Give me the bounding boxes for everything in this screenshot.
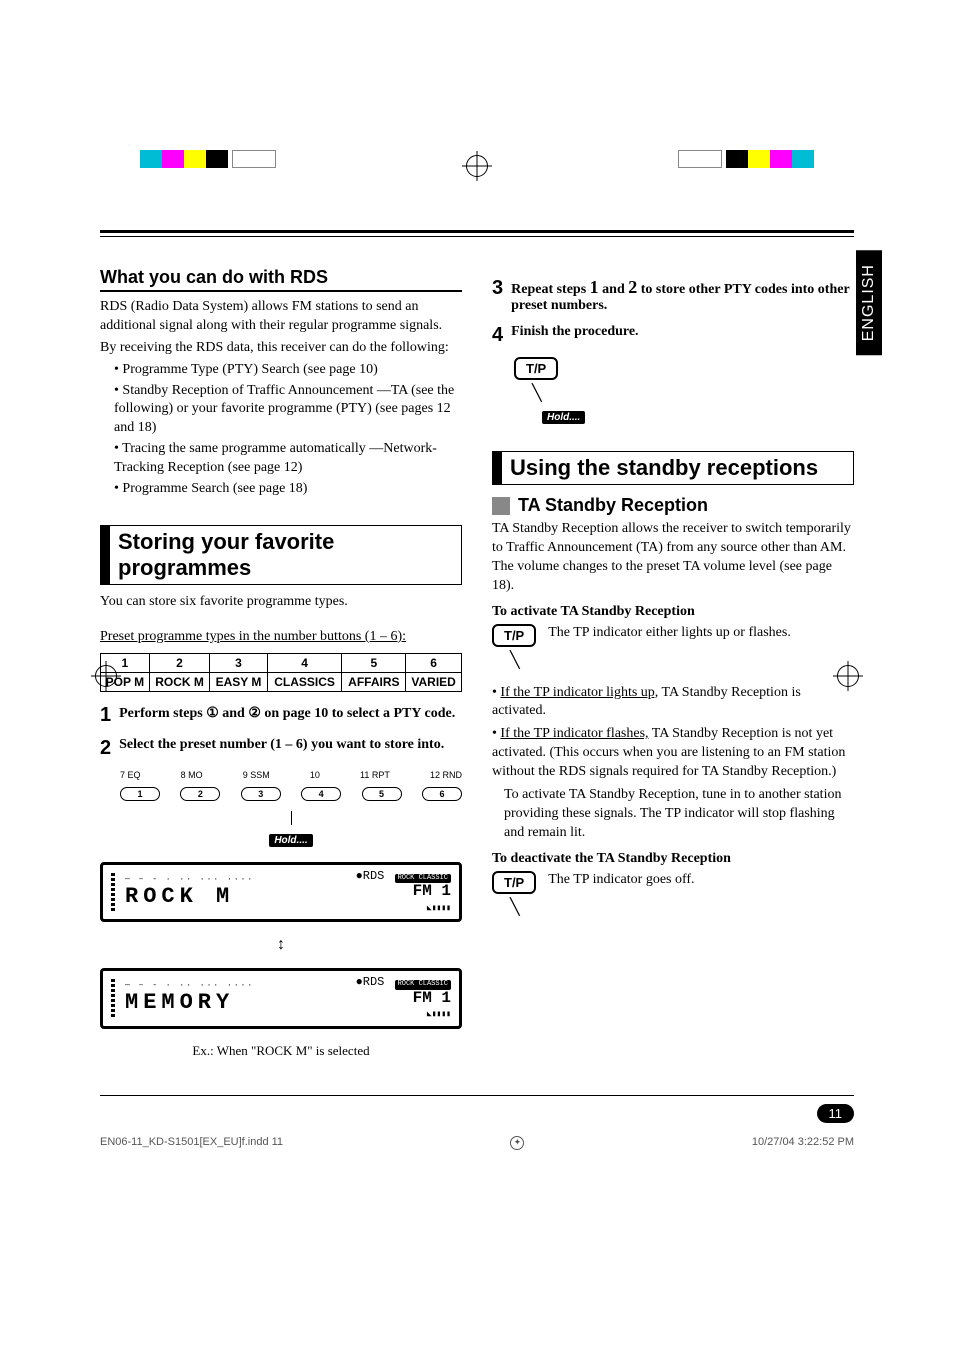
tp-button-3[interactable]: T/P bbox=[492, 871, 536, 894]
page-number: 11 bbox=[817, 1104, 855, 1123]
activate-side-text: The TP indicator either lights up or fla… bbox=[548, 624, 854, 643]
subheading-ta: TA Standby Reception bbox=[492, 495, 854, 516]
preset-table: 1 2 3 4 5 6 POP M ROCK M EASY M CLASSICS… bbox=[100, 653, 462, 692]
lcd-display-2: — – - · ·· ··· ···· MEMORY ●RDS ROCK CLA… bbox=[100, 968, 462, 1028]
preset-button-6[interactable]: 6 bbox=[422, 787, 462, 801]
rds-intro-1: RDS (Radio Data System) allows FM statio… bbox=[100, 298, 462, 336]
hold-tag-2: Hold.... bbox=[542, 411, 585, 424]
bullet-lightsup: • If the TP indicator lights up, TA Stan… bbox=[492, 684, 854, 722]
bullet-flashes: • If the TP indicator flashes, TA Standb… bbox=[492, 725, 854, 842]
step-3: 3 Repeat steps 1 and 2 to store other PT… bbox=[492, 277, 854, 314]
activate-heading: To activate TA Standby Reception bbox=[492, 604, 854, 620]
footer-left: EN06-11_KD-S1501[EX_EU]f.indd 11 bbox=[100, 1136, 283, 1150]
tp-button[interactable]: T/P bbox=[514, 357, 558, 380]
step-1: 1 Perform steps ① and ② on page 10 to se… bbox=[100, 704, 462, 727]
example-caption: Ex.: When "ROCK M" is selected bbox=[100, 1043, 462, 1059]
tp-button-2[interactable]: T/P bbox=[492, 624, 536, 647]
rds-bullet-4: • Programme Search (see page 18) bbox=[114, 480, 462, 499]
preset-buttons-labels: 7 EQ 8 MO 9 SSM 10 11 RPT 12 RND bbox=[120, 770, 462, 781]
preset-buttons-row: 1 2 3 4 5 6 bbox=[120, 787, 462, 801]
step-2: 2 Select the preset number (1 – 6) you w… bbox=[100, 737, 462, 760]
preset-button-4[interactable]: 4 bbox=[301, 787, 341, 801]
storing-caption: You can store six favorite programme typ… bbox=[100, 593, 462, 612]
preset-button-2[interactable]: 2 bbox=[180, 787, 220, 801]
preset-button-5[interactable]: 5 bbox=[362, 787, 402, 801]
preset-intro: Preset programme types in the number but… bbox=[100, 628, 462, 647]
deactivate-side-text: The TP indicator goes off. bbox=[548, 871, 854, 890]
heading-standby: Using the standby receptions bbox=[492, 451, 854, 485]
ta-para-2: The volume changes to the preset TA volu… bbox=[492, 558, 854, 596]
heading-storing: Storing your favorite programmes bbox=[100, 525, 462, 585]
updown-icon: ↕ bbox=[100, 936, 462, 954]
section-title-rds: What you can do with RDS bbox=[100, 267, 462, 292]
hold-tag: Hold.... bbox=[269, 834, 312, 847]
preset-button-1[interactable]: 1 bbox=[120, 787, 160, 801]
footer-right: 10/27/04 3:22:52 PM bbox=[752, 1136, 854, 1150]
rds-bullet-1: • Programme Type (PTY) Search (see page … bbox=[114, 361, 462, 380]
preset-button-3[interactable]: 3 bbox=[241, 787, 281, 801]
rds-intro-2: By receiving the RDS data, this receiver… bbox=[100, 339, 462, 358]
step-4: 4 Finish the procedure. bbox=[492, 324, 854, 347]
rds-bullet-2: • Standby Reception of Traffic Announcem… bbox=[114, 382, 462, 439]
ta-para-1: TA Standby Reception allows the receiver… bbox=[492, 520, 854, 558]
deactivate-heading: To deactivate the TA Standby Reception bbox=[492, 851, 854, 867]
lcd-display-1: — – - · ·· ··· ···· ROCK M ●RDS ROCK CLA… bbox=[100, 862, 462, 922]
rds-bullet-3: • Tracing the same programme automatical… bbox=[114, 440, 462, 478]
